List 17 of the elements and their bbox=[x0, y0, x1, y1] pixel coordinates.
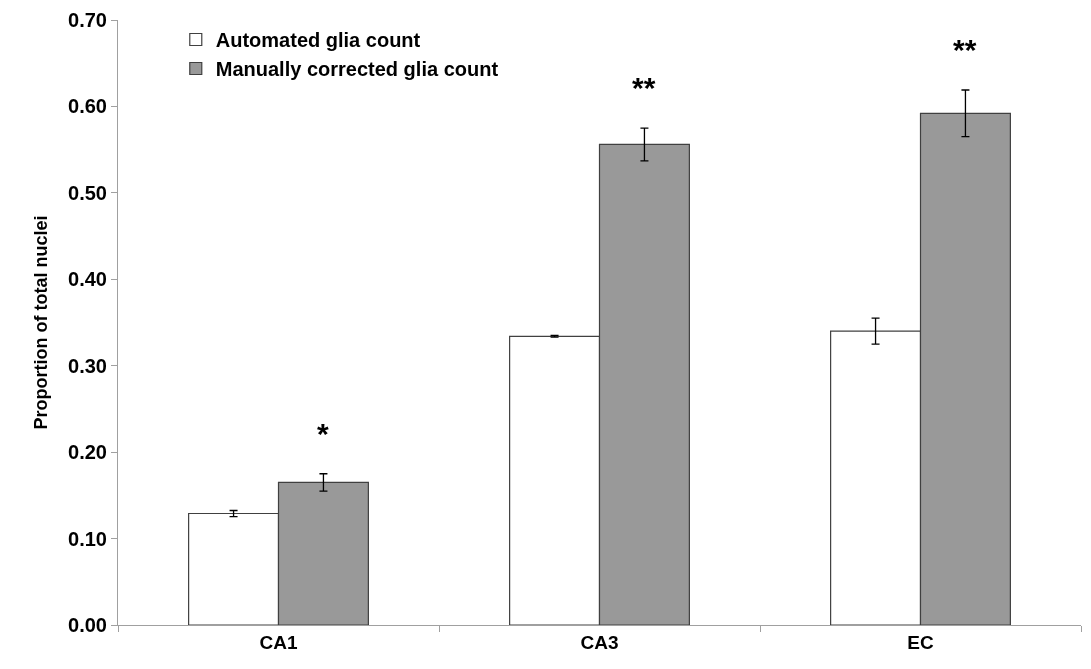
y-tick-label: 0.00 bbox=[68, 614, 107, 636]
y-tick-label: 0.70 bbox=[68, 9, 107, 31]
y-tick-label: 0.10 bbox=[68, 527, 107, 550]
annotation: ** bbox=[953, 33, 977, 66]
y-tick-label: 0.30 bbox=[68, 354, 107, 377]
annotation: * bbox=[317, 417, 329, 450]
x-tick-label: CA1 bbox=[259, 631, 298, 653]
y-tick-label: 0.20 bbox=[68, 441, 107, 464]
legend-label: Manually corrected glia count bbox=[215, 58, 499, 81]
x-tick-label: CA3 bbox=[580, 631, 619, 653]
y-tick-label: 0.50 bbox=[68, 181, 107, 204]
y-axis-title: Proportion of total nuclei bbox=[31, 215, 52, 430]
annotation: ** bbox=[632, 71, 656, 104]
y-tick-label: 0.40 bbox=[68, 268, 107, 291]
legend-label: Automated glia count bbox=[215, 29, 421, 52]
x-tick-label: EC bbox=[907, 631, 934, 653]
y-tick-label: 0.60 bbox=[68, 95, 107, 118]
